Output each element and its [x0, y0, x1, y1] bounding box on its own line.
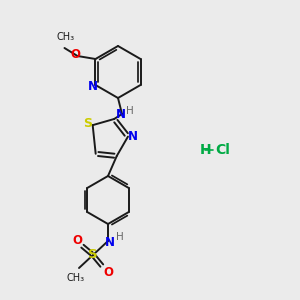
- Text: H: H: [200, 143, 212, 157]
- Text: CH₃: CH₃: [56, 32, 74, 42]
- Text: N: N: [88, 80, 98, 92]
- Text: O: O: [103, 266, 113, 278]
- Text: O: O: [72, 233, 82, 247]
- Text: O: O: [70, 49, 80, 62]
- Text: N: N: [116, 109, 126, 122]
- Text: H: H: [116, 232, 124, 242]
- Text: S: S: [83, 117, 92, 130]
- Text: S: S: [88, 248, 98, 262]
- Text: Cl: Cl: [215, 143, 230, 157]
- Text: H: H: [126, 106, 134, 116]
- Text: N: N: [128, 130, 138, 143]
- Text: CH₃: CH₃: [67, 273, 85, 283]
- Text: N: N: [105, 236, 115, 248]
